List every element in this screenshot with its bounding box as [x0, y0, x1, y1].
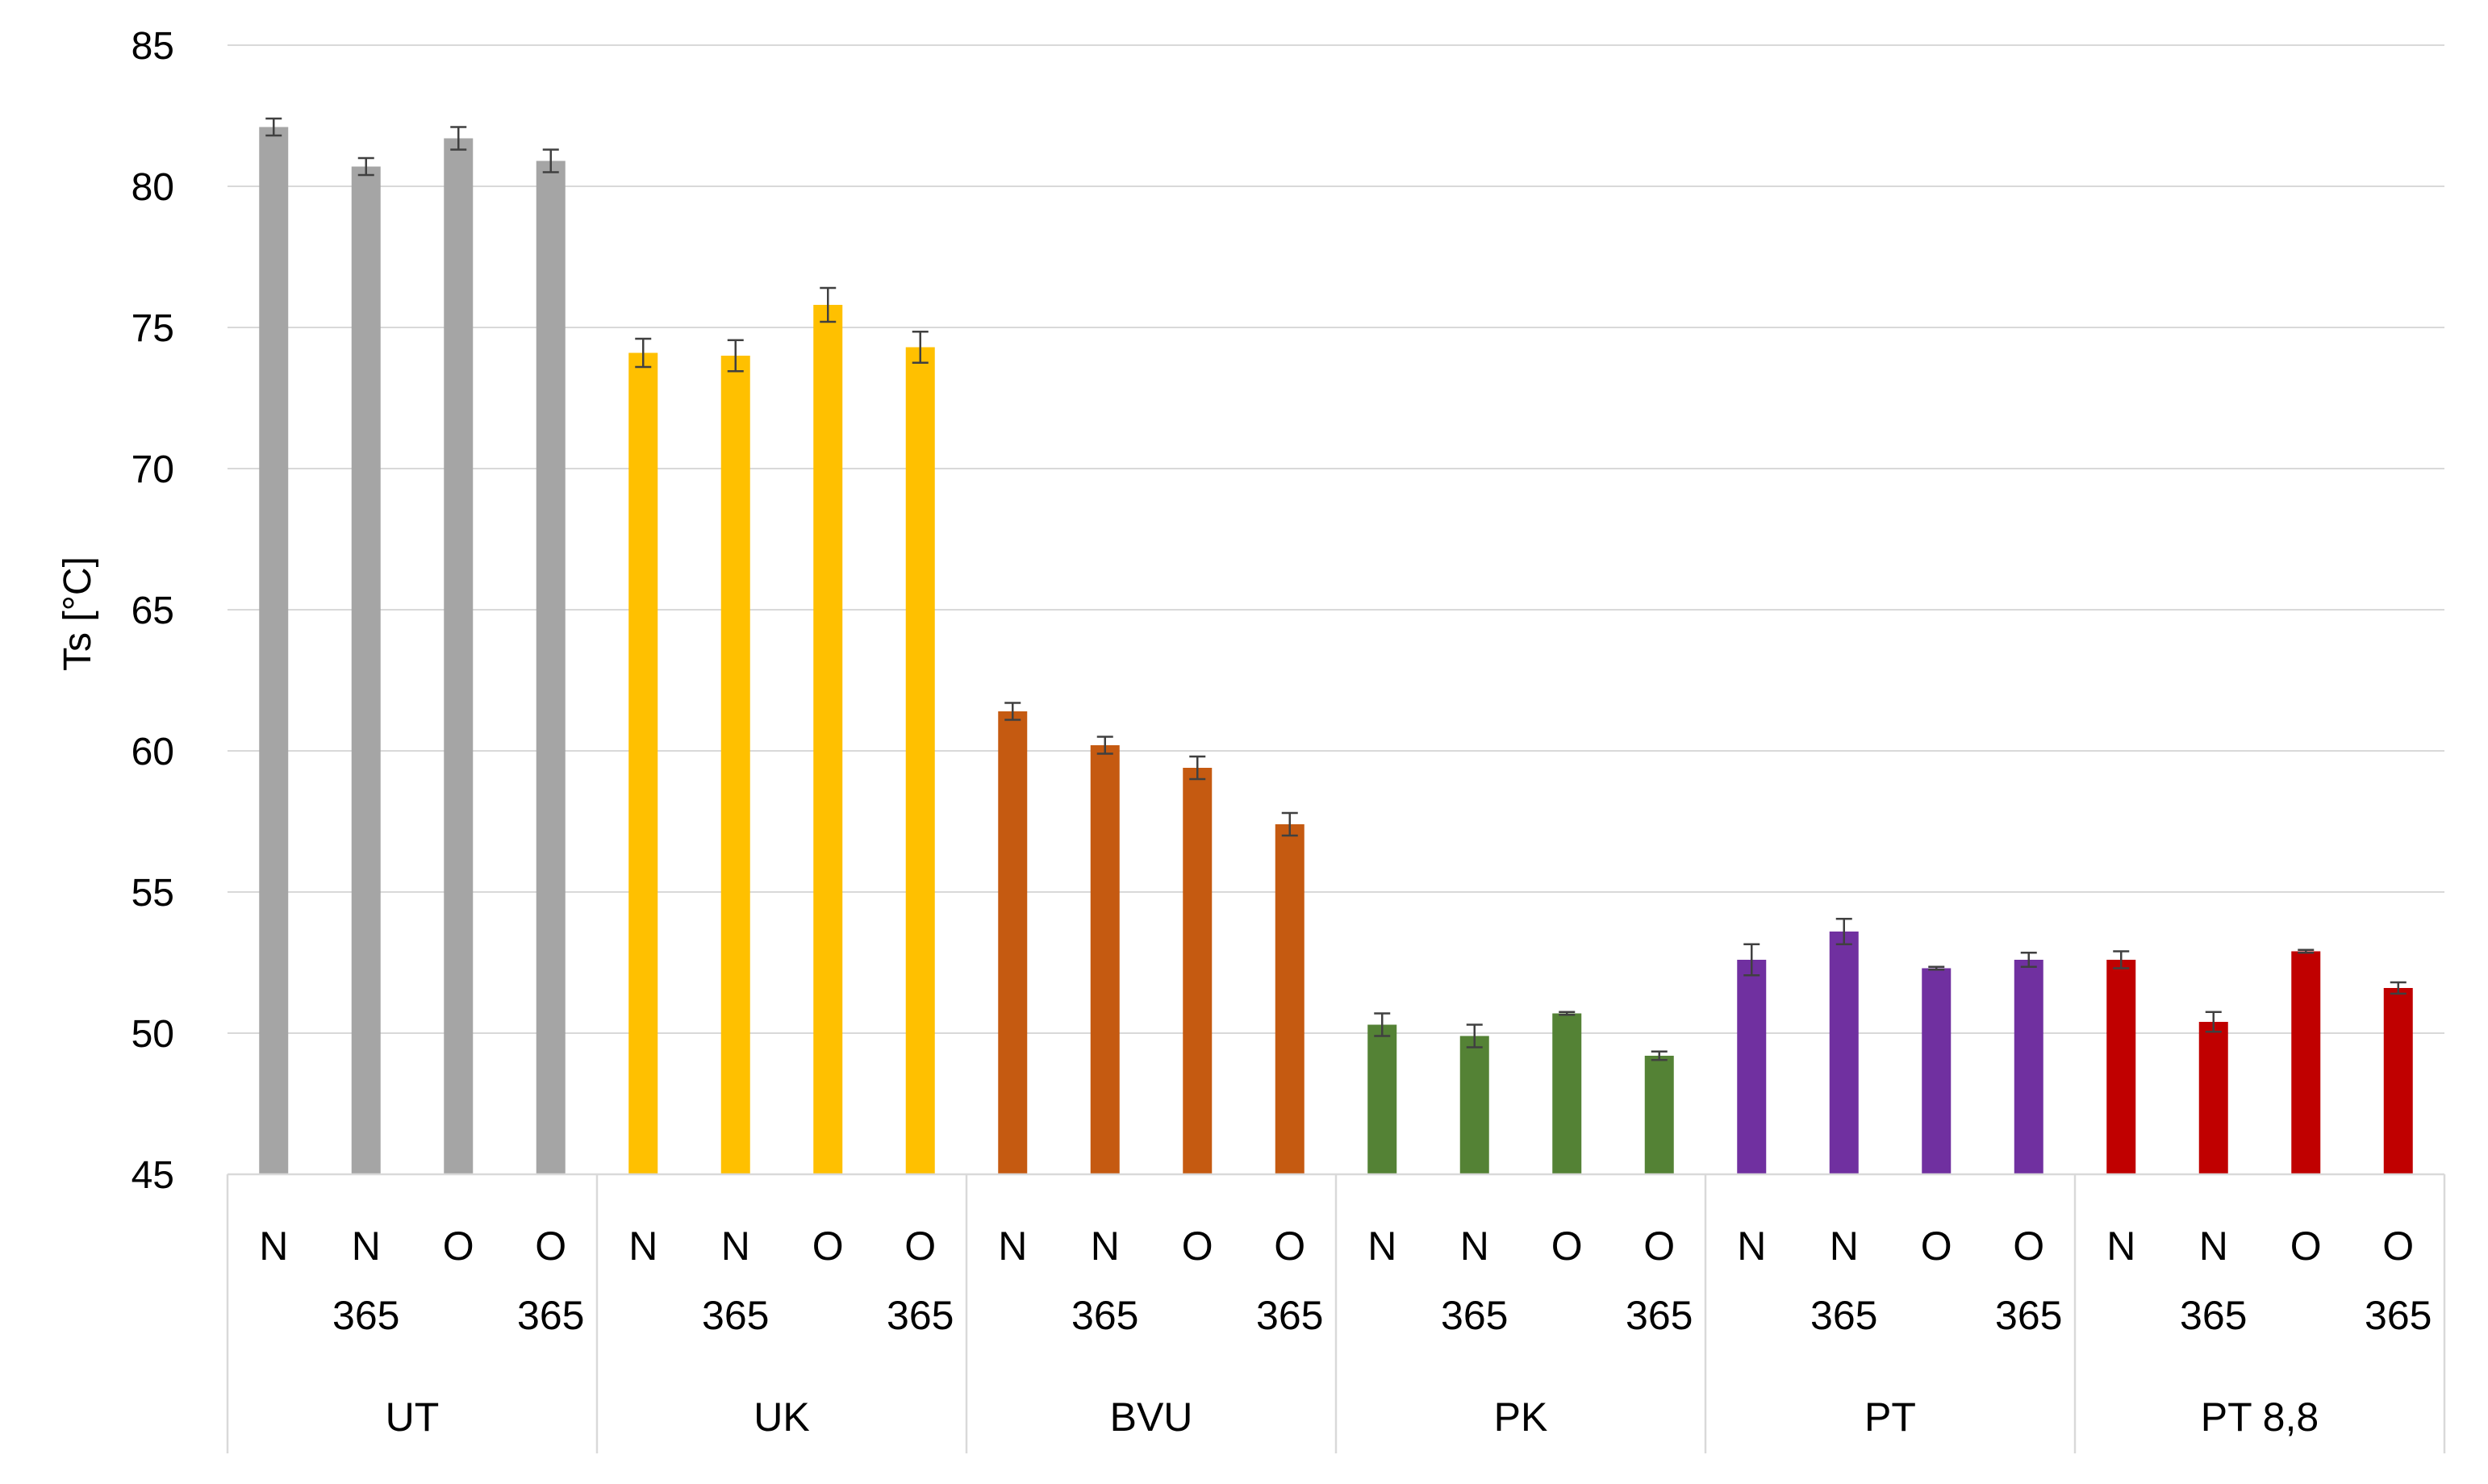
- bar-pt-8-8-3: [2291, 951, 2321, 1174]
- y-tick-label: 45: [131, 1154, 174, 1197]
- x-tick-label: N: [1460, 1223, 1489, 1269]
- x-tick-label: N: [1830, 1223, 1859, 1269]
- x-tick-label: O: [2013, 1223, 2044, 1269]
- error-bars: [265, 117, 2407, 1061]
- bar-ut-4: [536, 160, 566, 1174]
- x-tick-label: N: [1091, 1223, 1120, 1269]
- x-tick-label: N: [1737, 1223, 1766, 1269]
- bar-uk-3: [813, 305, 843, 1174]
- x-tick-label: O: [1274, 1223, 1305, 1269]
- x-tick-label: N: [628, 1223, 657, 1269]
- gridlines: [228, 44, 2444, 1034]
- x-tick-label-line2: 365: [702, 1293, 769, 1338]
- x-tick-label-line2: 365: [1071, 1293, 1138, 1338]
- bar-bvu-1: [998, 711, 1028, 1174]
- bar-pt-2: [1829, 932, 1859, 1174]
- bar-pt-1: [1737, 960, 1767, 1174]
- y-tick-label: 60: [131, 731, 174, 773]
- x-tick-label: N: [352, 1223, 381, 1269]
- x-tick-label: N: [2199, 1223, 2228, 1269]
- bars: [259, 127, 2413, 1174]
- group-label: PT 8,8: [2201, 1394, 2319, 1440]
- y-tick-label: 55: [131, 872, 174, 915]
- x-tick-label: N: [1367, 1223, 1396, 1269]
- group-label: UK: [753, 1394, 809, 1440]
- x-tick-label: O: [1551, 1223, 1583, 1269]
- x-tick-label: O: [443, 1223, 474, 1269]
- x-tick-label: O: [2382, 1223, 2414, 1269]
- bar-pk-3: [1552, 1013, 1582, 1174]
- bar-ut-1: [259, 127, 289, 1174]
- x-tick-label: N: [998, 1223, 1027, 1269]
- group-label: UT: [386, 1394, 440, 1440]
- x-tick-label-line2: 365: [2180, 1293, 2247, 1338]
- x-tick-label: O: [2290, 1223, 2322, 1269]
- x-tick-label-line2: 365: [2365, 1293, 2432, 1338]
- y-axis: 45 50 55 60 65 70 75 80 85: [131, 25, 174, 1197]
- x-tick-label-line2: 365: [332, 1293, 399, 1338]
- bar-uk-2: [720, 356, 750, 1174]
- bar-bvu-3: [1183, 768, 1213, 1174]
- x-tick-label-line2: 365: [1810, 1293, 1877, 1338]
- x-tick-label-line2: 365: [1441, 1293, 1508, 1338]
- x-tick-label-line2: 365: [1256, 1293, 1323, 1338]
- y-tick-label: 65: [131, 590, 174, 632]
- bar-pk-2: [1459, 1036, 1489, 1174]
- bar-ut-3: [444, 138, 474, 1174]
- group-label: PK: [1494, 1394, 1548, 1440]
- bar-pt-8-8-4: [2383, 988, 2413, 1174]
- bar-pt-8-8-1: [2106, 960, 2136, 1174]
- x-tick-label: N: [721, 1223, 750, 1269]
- x-tick-label: O: [1643, 1223, 1675, 1269]
- x-tick-label: O: [1921, 1223, 1952, 1269]
- x-tick-label: O: [535, 1223, 566, 1269]
- bar-ut-2: [351, 166, 381, 1174]
- y-tick-label: 50: [131, 1013, 174, 1056]
- bar-uk-1: [628, 352, 658, 1174]
- x-tick-label-line2: 365: [1626, 1293, 1693, 1338]
- bar-pt-8-8-2: [2198, 1022, 2228, 1174]
- group-label: PT: [1864, 1394, 1916, 1440]
- y-tick-label: 85: [131, 25, 174, 68]
- x-tick-label: O: [812, 1223, 844, 1269]
- x-tick-label: O: [904, 1223, 936, 1269]
- bar-bvu-4: [1275, 824, 1305, 1174]
- group-label: BVU: [1110, 1394, 1193, 1440]
- x-tick-label: O: [1182, 1223, 1213, 1269]
- bar-pk-1: [1367, 1024, 1397, 1174]
- y-tick-label: 70: [131, 448, 174, 491]
- x-tick-label-line2: 365: [517, 1293, 584, 1338]
- y-axis-title: Ts [°C]: [56, 556, 99, 671]
- x-tick-label-line2: 365: [887, 1293, 954, 1338]
- y-tick-label: 75: [131, 307, 174, 350]
- bar-uk-4: [905, 347, 935, 1174]
- bar-pt-3: [1922, 968, 1952, 1174]
- x-tick-label-line2: 365: [1995, 1293, 2062, 1338]
- y-tick-label: 80: [131, 166, 174, 209]
- x-tick-label: N: [259, 1223, 288, 1269]
- bar-bvu-2: [1090, 745, 1120, 1174]
- bar-pt-4: [2014, 960, 2043, 1174]
- x-tick-label: N: [2106, 1223, 2135, 1269]
- bar-pk-4: [1644, 1056, 1674, 1174]
